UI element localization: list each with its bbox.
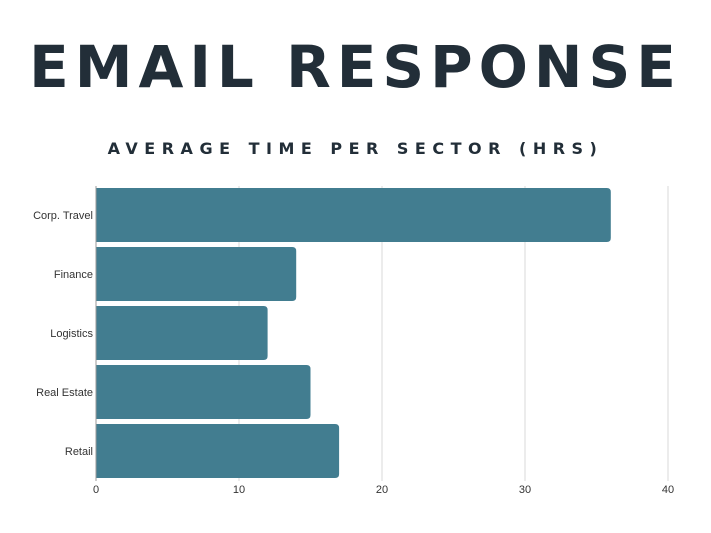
y-tick-label-2: Logistics — [50, 328, 93, 340]
y-tick-label-1: Finance — [54, 269, 93, 281]
bar-1 — [96, 247, 297, 301]
axis: 0 10 20 30 40 Corp. Travel Finance Logistics Rea… — [33, 186, 674, 496]
bars — [96, 188, 611, 478]
y-tick-label-3: Real Estate — [36, 387, 93, 399]
x-tick-label-4: 40 — [662, 484, 674, 496]
bar-2 — [96, 306, 268, 360]
bar-3 — [96, 365, 311, 419]
x-tick-label-0: 0 — [93, 484, 99, 496]
x-tick-label-2: 20 — [376, 484, 388, 496]
chart-title: EMAIL RESPONSE — [29, 33, 682, 101]
x-tick-label-1: 10 — [233, 484, 245, 496]
chart-subtitle: AVERAGE TIME PER SECTOR (HRS) — [107, 139, 604, 158]
x-tick-label-3: 30 — [519, 484, 531, 496]
y-tick-label-4: Retail — [65, 446, 93, 458]
bar-0 — [96, 188, 611, 242]
bar-4 — [96, 424, 340, 478]
y-tick-label-0: Corp. Travel — [33, 210, 93, 222]
